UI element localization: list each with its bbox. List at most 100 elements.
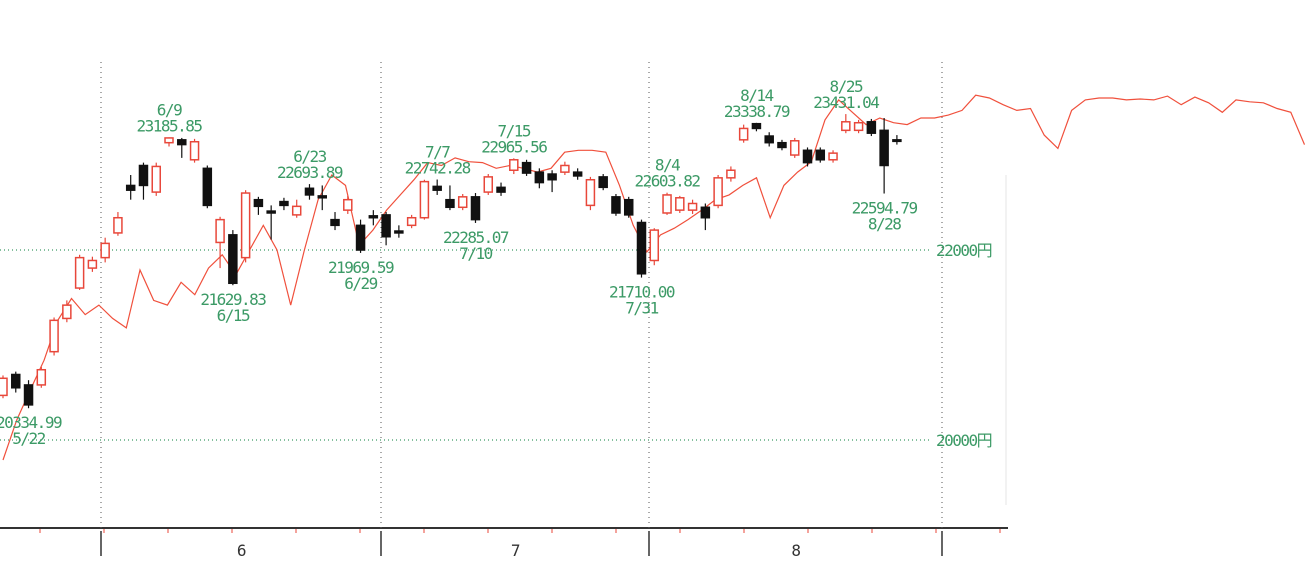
annotation-date: 7/31 <box>625 299 658 318</box>
candle-body <box>317 195 327 199</box>
candle-body <box>879 129 889 167</box>
candle-body <box>662 194 672 214</box>
candle-body <box>343 198 353 211</box>
candle-body <box>726 169 736 179</box>
candle-body <box>113 216 123 234</box>
annotation-value: 22965.56 <box>481 137 547 156</box>
candle-body <box>560 164 570 173</box>
candle-body <box>445 198 455 209</box>
candle-body <box>585 178 596 207</box>
candle-body <box>36 368 47 386</box>
candle-body <box>151 165 161 193</box>
annotation-date: 7/10 <box>459 244 492 263</box>
candle-body <box>853 121 864 132</box>
candle-body <box>74 256 85 289</box>
annotation-value: 23185.85 <box>136 116 202 135</box>
candle-body <box>572 171 583 177</box>
annotation-date: 7/7 <box>425 143 450 162</box>
candle-body <box>713 177 723 207</box>
annotation-value: 22693.89 <box>277 163 343 182</box>
candle-body <box>11 373 21 389</box>
candle-body <box>675 197 685 211</box>
candle-body <box>304 187 315 196</box>
candle-body <box>202 167 213 207</box>
candle-body <box>649 229 660 262</box>
x-tick-label: 6 <box>237 541 246 560</box>
annotation-value: 22603.82 <box>635 172 701 191</box>
candle-body <box>125 184 136 191</box>
y-tick-label: 20000円 <box>936 431 992 450</box>
candle-body <box>777 141 787 149</box>
annotation-value: 23338.79 <box>724 102 790 121</box>
candle-body <box>496 186 506 193</box>
annotation-date: 6/9 <box>157 100 182 119</box>
candle-body <box>177 139 187 146</box>
candle-body <box>521 161 532 174</box>
candle-body <box>611 196 621 214</box>
candle-body <box>700 206 711 219</box>
candle-body <box>0 377 8 397</box>
candle-body <box>432 185 442 191</box>
candle-body <box>738 127 749 141</box>
x-tick-label: 8 <box>791 541 800 560</box>
candle-body <box>330 218 340 227</box>
candle-body <box>764 135 774 144</box>
candle-body <box>841 121 851 132</box>
candle-body <box>623 198 634 216</box>
x-tick-label: 7 <box>511 541 520 560</box>
candle-body <box>138 164 149 187</box>
candle-body <box>802 149 813 164</box>
annotation-value: 21710.00 <box>609 283 675 302</box>
candle-body <box>483 176 494 193</box>
candle-body <box>253 198 264 208</box>
y-tick-label: 22000円 <box>936 241 992 260</box>
candle-body <box>789 140 800 156</box>
candle-body <box>815 149 826 161</box>
candle-body <box>534 171 545 184</box>
candle-body <box>828 152 838 161</box>
candle-body <box>457 196 468 209</box>
annotation-value: 22742.28 <box>405 159 471 178</box>
candle-body <box>406 216 417 227</box>
candle-body <box>598 176 608 189</box>
candle-body <box>87 259 98 269</box>
candle-body <box>751 122 762 130</box>
annotation-date: 8/25 <box>830 77 863 96</box>
candle-body <box>240 192 251 259</box>
annotation-date: 8/14 <box>740 86 773 105</box>
annotation-date: 6/15 <box>217 306 250 325</box>
candle-body <box>470 196 481 221</box>
annotation-date: 7/15 <box>498 121 531 140</box>
candle-body <box>279 200 289 207</box>
candle-body <box>164 137 174 144</box>
candle-body <box>228 234 238 285</box>
candle-body <box>189 140 200 161</box>
candle-body <box>419 180 430 219</box>
annotation-value: 20334.99 <box>0 413 62 432</box>
candle-body <box>62 304 72 320</box>
candle-body <box>687 202 698 211</box>
candle-body <box>215 218 225 244</box>
annotation-value: 21969.59 <box>328 258 394 277</box>
annotation-date: 6/29 <box>344 274 377 293</box>
candle-body <box>355 224 366 251</box>
annotation-value: 22285.07 <box>443 228 509 247</box>
candle-body <box>509 159 519 171</box>
candle-body <box>892 139 902 143</box>
annotation-date: 6/23 <box>293 147 326 166</box>
annotation-date: 8/4 <box>655 156 680 175</box>
annotation-date: 8/28 <box>868 215 901 234</box>
annotation-value: 21629.83 <box>200 290 266 309</box>
candle-body <box>23 384 34 406</box>
candle-body <box>291 205 302 216</box>
candle-body <box>547 173 557 181</box>
candle-body <box>636 221 647 275</box>
candle-body <box>368 215 379 219</box>
candle-body <box>866 121 877 134</box>
annotation-value: 22594.79 <box>852 199 918 218</box>
annotation-date: 5/22 <box>12 429 45 448</box>
candle-body <box>394 230 404 234</box>
candle-body <box>381 214 391 238</box>
